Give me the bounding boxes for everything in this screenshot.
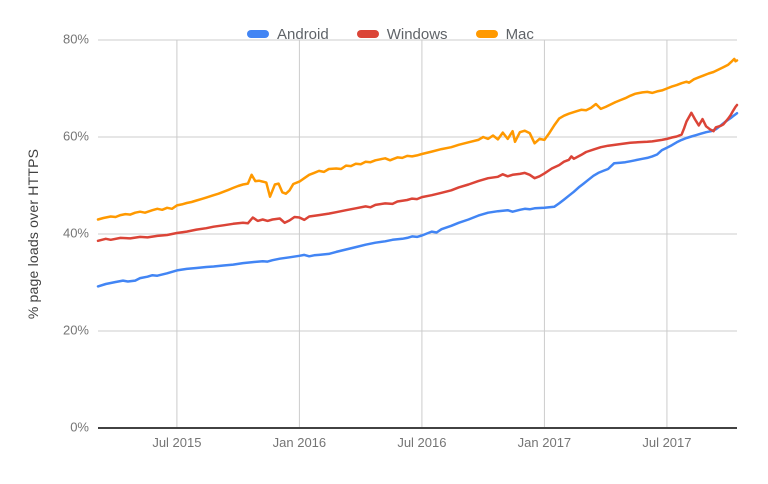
legend-swatch-mac — [475, 30, 498, 38]
series-line-android — [96, 111, 739, 288]
legend-item-windows: Windows — [356, 25, 448, 43]
x-tick-label: Jan 2017 — [518, 435, 572, 450]
legend-item-android: Android — [247, 26, 329, 43]
x-tick-label: Jan 2016 — [273, 435, 327, 450]
x-tick-label: Jul 2016 — [397, 435, 446, 450]
y-tick-label: 20% — [63, 322, 89, 337]
y-tick-label: 0% — [70, 419, 89, 434]
y-axis-title: % page loads over HTTPS — [25, 148, 41, 320]
y-tick-label: 80% — [63, 31, 89, 46]
x-tick-label: Jul 2017 — [642, 435, 691, 450]
legend-label-android: Android — [277, 25, 329, 43]
legend-label-windows: Windows — [386, 25, 448, 43]
legend: Android Windows Mac — [247, 25, 534, 43]
series-line-mac — [96, 57, 739, 221]
legend-swatch-windows — [356, 30, 379, 38]
y-tick-label: 60% — [63, 128, 89, 143]
legend-swatch-android — [247, 30, 269, 38]
x-tick-label: Jul 2015 — [152, 435, 201, 450]
legend-item-mac: Mac — [475, 25, 534, 43]
y-tick-label: 40% — [63, 225, 89, 240]
series-line-windows — [96, 103, 739, 243]
legend-label-mac: Mac — [505, 25, 534, 43]
